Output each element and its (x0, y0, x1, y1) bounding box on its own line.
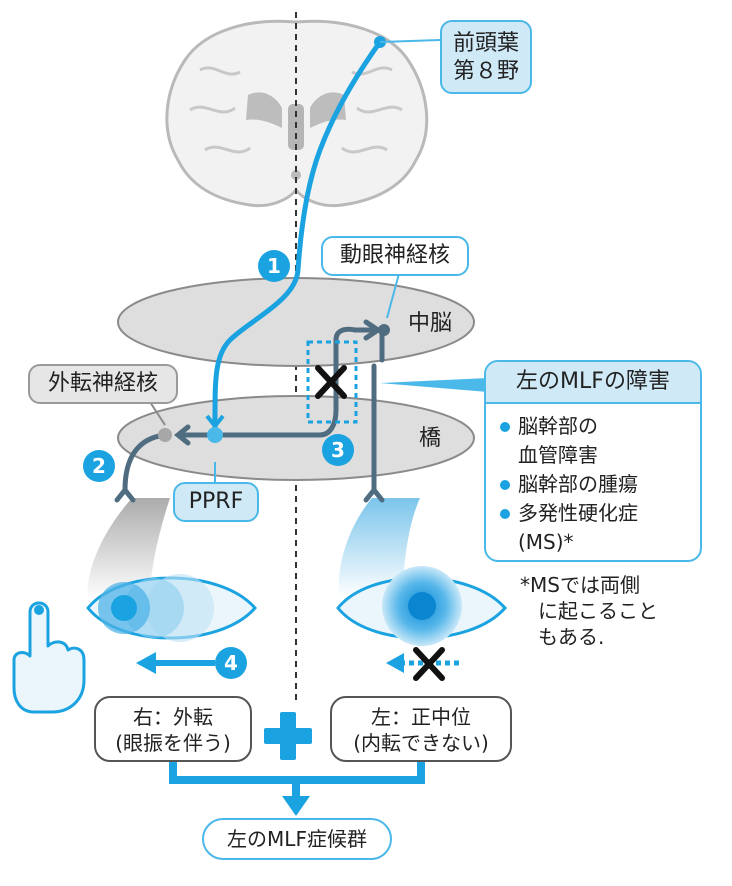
frontal-lobe-text: 前頭葉 (442, 30, 530, 58)
step-1-badge: 1 (258, 250, 290, 282)
frontal-eye-field-label: 前頭葉 第８野 (440, 20, 532, 94)
abducens-nucleus-label: 外転神経核 (28, 364, 178, 404)
step-2-badge: 2 (83, 450, 115, 482)
merge-bracket (173, 762, 421, 800)
oculomotor-nucleus-label: 動眼神経核 (321, 236, 469, 276)
pons-label: 橋 (400, 425, 460, 453)
step-3-badge: 3 (322, 434, 354, 466)
cause-item: 脳幹部の 血管障害 (496, 412, 694, 470)
left-eye-result-box: 左：正中位 (内転できない) (330, 696, 512, 762)
cause-item: 多発性硬化症 (MS)* (496, 499, 694, 557)
cause-item: 脳幹部の腫瘍 (496, 470, 694, 499)
footnote: *MSでは両側 に起こること もある. (520, 572, 710, 650)
midbrain-label: 中脳 (400, 310, 460, 338)
lesion-x-icon (318, 368, 344, 396)
hand-pointing-icon (14, 603, 84, 712)
mlf-lesion-title: 左のMLFの障害 (486, 362, 700, 404)
plus-sign (264, 712, 312, 760)
right-eye-result-box: 右：外転 (眼振を伴う) (94, 696, 252, 762)
cause-list: 脳幹部の 血管障害 脳幹部の腫瘍 多発性硬化症 (MS)* (486, 404, 700, 557)
arrow-left-icon (136, 652, 215, 674)
result-label: 左のMLF症候群 (202, 818, 392, 860)
mlf-lesion-box: 左のMLFの障害 脳幹部の 血管障害 脳幹部の腫瘍 多発性硬化症 (MS)* (484, 360, 702, 562)
pprf-label: PPRF (173, 482, 259, 522)
area-8-text: 第８野 (442, 58, 530, 86)
step-4-badge: 4 (215, 647, 247, 679)
